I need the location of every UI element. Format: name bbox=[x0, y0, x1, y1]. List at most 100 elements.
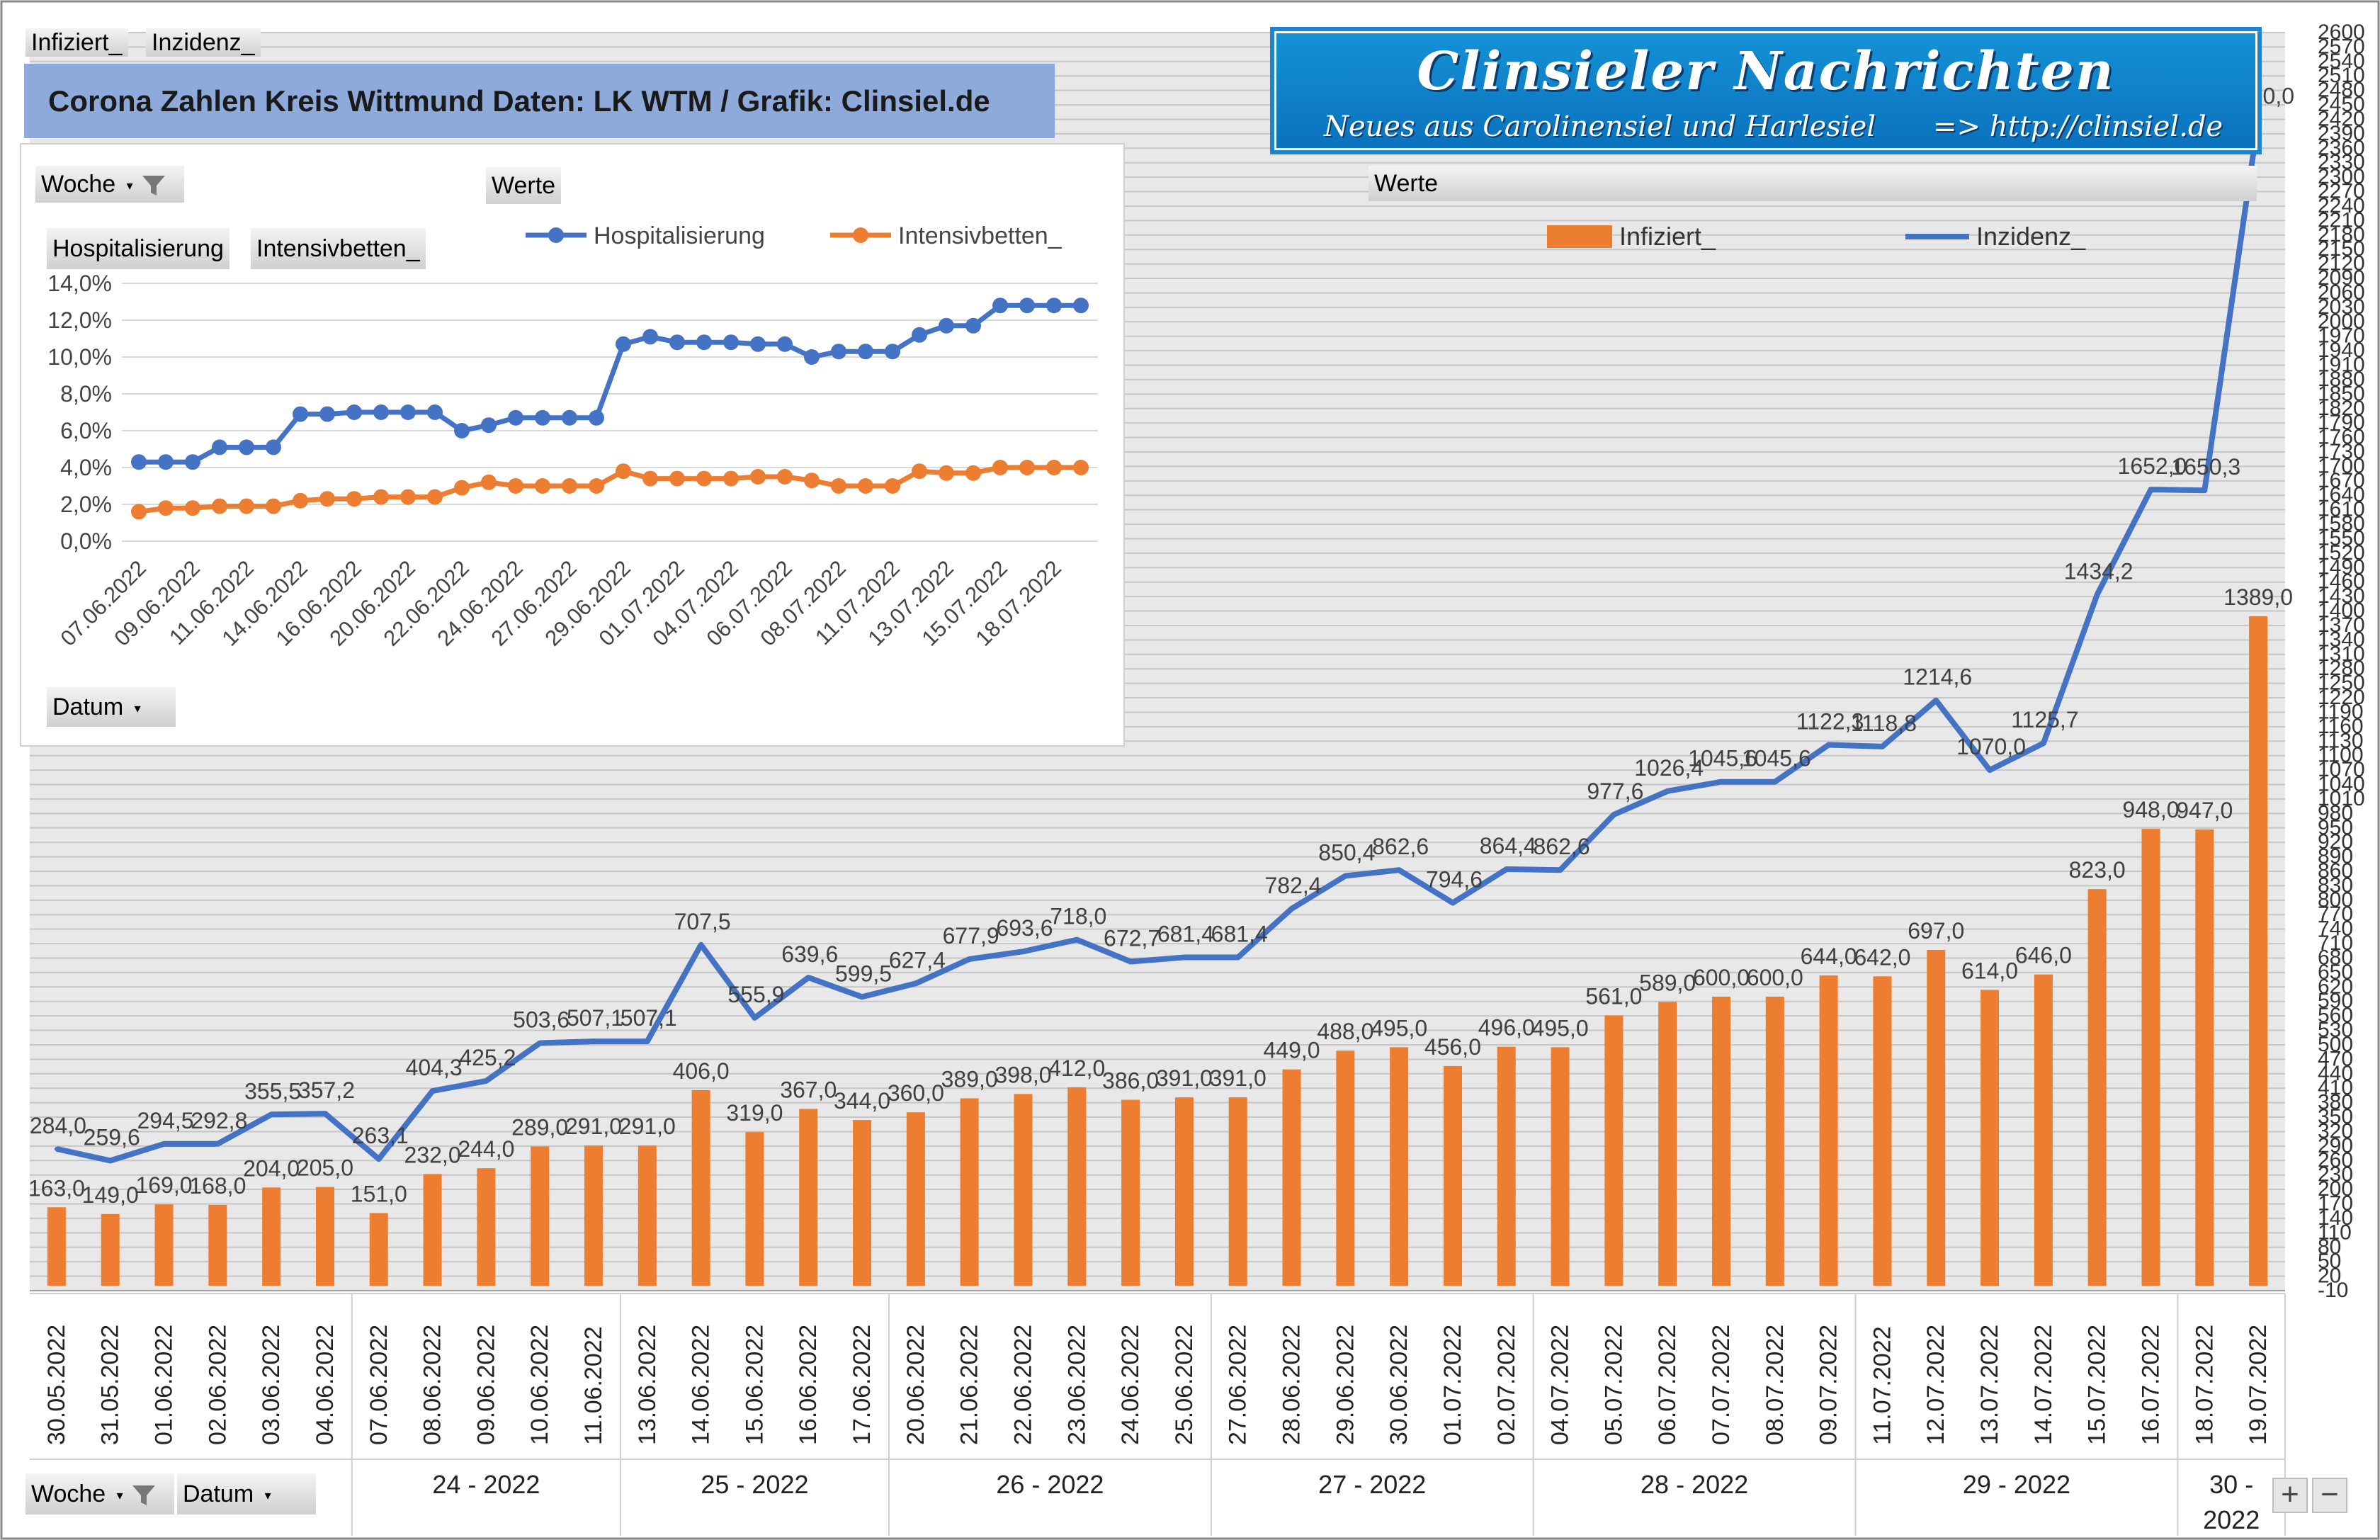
datum-filter-main[interactable]: Datum ▾ bbox=[177, 1473, 316, 1514]
y-tick-label: 1220 bbox=[2318, 686, 2365, 709]
bar-data-label: 948,0 bbox=[2122, 797, 2179, 822]
bar-infiziert bbox=[1604, 1015, 1624, 1286]
inset-y-tick-label: 14,0% bbox=[47, 271, 112, 296]
y-tick-label: 1280 bbox=[2318, 657, 2365, 680]
week-label: 29 - 2022 bbox=[1963, 1470, 2070, 1499]
line-point-inzidenz bbox=[376, 1157, 381, 1162]
line-data-label: 627,4 bbox=[889, 947, 946, 973]
werte-field-inset[interactable]: Werte bbox=[486, 167, 562, 204]
y-tick-label: 2180 bbox=[2318, 223, 2365, 247]
line-data-label: 503,6 bbox=[513, 1007, 570, 1033]
x-tick-label: 03.06.2022 bbox=[258, 1325, 285, 1445]
bar-data-label: 488,0 bbox=[1317, 1019, 1373, 1044]
legend-swatch-infiziert bbox=[1547, 225, 1612, 248]
y-tick-label: 1610 bbox=[2318, 498, 2365, 521]
inset-y-tick-label: 12,0% bbox=[47, 307, 112, 333]
line-point-inzidenz bbox=[1934, 698, 1939, 703]
point-intensivbetten bbox=[1073, 460, 1089, 475]
x-tick-label: 09.06.2022 bbox=[472, 1325, 499, 1445]
intensiv-field-inset[interactable]: Intensivbetten_ bbox=[251, 228, 426, 269]
y-tick-label: 2240 bbox=[2318, 194, 2365, 217]
y-tick-label: 530 bbox=[2318, 1019, 2353, 1042]
line-data-label: 977,6 bbox=[1587, 779, 1643, 804]
point-intensivbetten bbox=[562, 478, 577, 494]
x-tick-label: 25.06.2022 bbox=[1171, 1325, 1198, 1445]
tab-inzidenz[interactable]: Inzidenz_ bbox=[146, 28, 261, 57]
line-data-label: 555,9 bbox=[727, 982, 784, 1007]
werte-field-main[interactable]: Werte bbox=[1368, 166, 2257, 201]
y-tick-label: 2270 bbox=[2318, 180, 2365, 203]
bar-infiziert bbox=[154, 1204, 174, 1286]
point-intensivbetten bbox=[965, 465, 981, 481]
point-hospitalisierung bbox=[508, 409, 523, 426]
line-point-inzidenz bbox=[860, 995, 865, 1000]
line-data-label: 862,6 bbox=[1534, 834, 1590, 859]
y-tick-label: 50 bbox=[2318, 1250, 2341, 1273]
tab-infiziert[interactable]: Infiziert_ bbox=[26, 28, 128, 57]
y-tick-label: 1880 bbox=[2318, 368, 2365, 391]
y-tick-label: 1400 bbox=[2318, 599, 2365, 623]
point-intensivbetten bbox=[616, 463, 631, 480]
bar-infiziert bbox=[1014, 1094, 1033, 1286]
line-point-inzidenz bbox=[1075, 937, 1080, 942]
bar-infiziert bbox=[531, 1146, 550, 1286]
y-tick-label: 1010 bbox=[2318, 787, 2365, 810]
bar-infiziert bbox=[1927, 949, 1946, 1286]
bar-infiziert bbox=[1443, 1065, 1462, 1286]
line-point-inzidenz bbox=[806, 975, 811, 980]
bar-infiziert bbox=[1121, 1099, 1140, 1286]
datum-filter-inset[interactable]: Datum ▾ bbox=[47, 687, 176, 727]
line-data-label: 782,4 bbox=[1264, 873, 1321, 898]
expand-plus-button[interactable]: + bbox=[2272, 1478, 2308, 1513]
x-tick-label: 13.06.2022 bbox=[634, 1325, 661, 1445]
line-data-label: 639,6 bbox=[781, 941, 838, 967]
y-tick-label: 2330 bbox=[2318, 151, 2365, 174]
x-tick-label: 16.06.2022 bbox=[795, 1325, 822, 1445]
y-tick-label: 650 bbox=[2318, 961, 2353, 984]
point-hospitalisierung bbox=[777, 336, 793, 352]
point-hospitalisierung bbox=[723, 334, 739, 351]
y-tick-label: 2600 bbox=[2318, 21, 2365, 44]
logo-subtitle: Neues aus Carolinensiel und Harlesiel bbox=[1324, 111, 1876, 143]
point-intensivbetten bbox=[266, 498, 281, 514]
point-intensivbetten bbox=[696, 470, 712, 487]
bar-infiziert bbox=[1658, 1002, 1677, 1286]
y-tick-label: 1670 bbox=[2318, 469, 2365, 492]
y-tick-label: 470 bbox=[2318, 1047, 2353, 1070]
line-data-label: 1045,6 bbox=[1688, 746, 1757, 771]
y-tick-label: 2060 bbox=[2318, 281, 2365, 304]
line-data-label: 284,0 bbox=[30, 1113, 86, 1138]
line-point-inzidenz bbox=[430, 1089, 435, 1094]
x-tick-label: 12.07.2022 bbox=[1922, 1325, 1949, 1445]
x-tick-label: 15.07.2022 bbox=[2084, 1325, 2111, 1445]
woche-label-inset: Woche bbox=[41, 171, 116, 198]
point-hospitalisierung bbox=[1073, 298, 1089, 314]
y-tick-label: 2540 bbox=[2318, 50, 2365, 73]
bar-data-label: 244,0 bbox=[458, 1136, 514, 1162]
hosp-field-inset[interactable]: Hospitalisierung bbox=[47, 228, 230, 269]
woche-filter-inset[interactable]: Woche ▾ bbox=[35, 166, 184, 203]
y-tick-label: 2420 bbox=[2318, 107, 2365, 130]
line-data-label: 1118,8 bbox=[1851, 710, 1917, 736]
bar-data-label: 589,0 bbox=[1639, 970, 1696, 995]
point-intensivbetten bbox=[885, 478, 900, 494]
woche-filter-main[interactable]: Woche ▾ bbox=[26, 1473, 174, 1514]
x-tick-label: 13.07.2022 bbox=[1976, 1325, 2003, 1445]
line-data-label: 1045,6 bbox=[1742, 746, 1811, 771]
y-tick-label: 800 bbox=[2318, 888, 2353, 912]
y-tick-label: 110 bbox=[2318, 1221, 2352, 1244]
point-intensivbetten bbox=[319, 491, 335, 507]
point-intensivbetten bbox=[239, 498, 254, 514]
line-data-label: 292,8 bbox=[191, 1108, 247, 1133]
point-hospitalisierung bbox=[858, 344, 873, 360]
line-data-label: 1214,6 bbox=[1903, 664, 1972, 690]
y-tick-label: 200 bbox=[2318, 1177, 2353, 1201]
y-tick-label: 920 bbox=[2318, 830, 2353, 854]
bar-data-label: 561,0 bbox=[1585, 983, 1642, 1009]
line-data-label: 1070,0 bbox=[1956, 734, 2026, 759]
y-tick-label: 1070 bbox=[2318, 758, 2365, 781]
inset-y-tick-label: 2,0% bbox=[60, 492, 112, 517]
collapse-minus-button[interactable]: − bbox=[2312, 1478, 2347, 1513]
line-data-label: 1125,7 bbox=[2011, 707, 2079, 732]
